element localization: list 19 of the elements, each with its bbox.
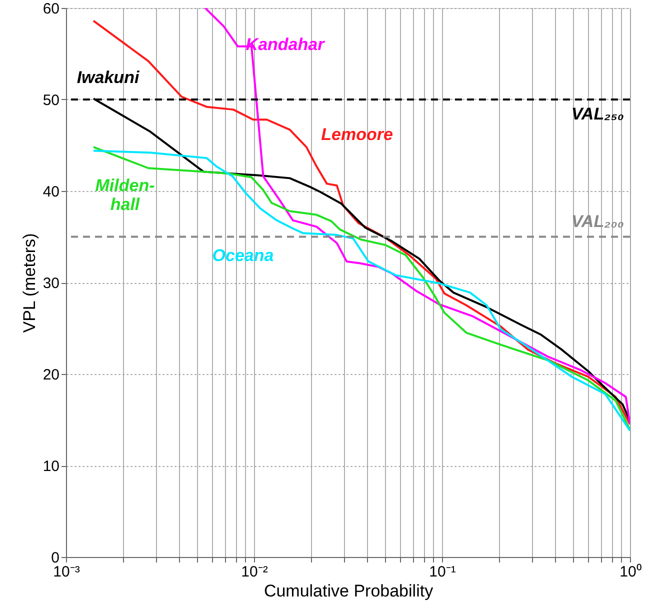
y-tick-label: 30 — [42, 275, 60, 292]
ref-line-label: VAL₂₅₀ — [571, 104, 624, 124]
y-tick-label: 0 — [51, 550, 60, 566]
x-axis-title: Cumulative Probability — [264, 582, 434, 600]
y-tick-label: 20 — [42, 366, 60, 384]
y-tick-label: 60 — [42, 0, 60, 18]
series-label: Oceana — [212, 246, 274, 265]
series-label: Milden- hall — [95, 176, 156, 214]
y-tick-label: 50 — [42, 92, 60, 109]
y-axis-title: VPL (meters) — [20, 233, 39, 333]
x-tick-label: 10⁻³ — [53, 564, 80, 580]
series-label: Iwakuni — [76, 68, 140, 87]
series-label: Lemoore — [321, 125, 393, 144]
x-tick-label: 10⁻² — [241, 564, 268, 580]
y-tick-label: 40 — [42, 184, 60, 200]
y-tick-label: 10 — [42, 458, 60, 475]
series-label: Kandahar — [246, 35, 326, 54]
x-tick-label: 10⁰ — [620, 564, 642, 580]
x-tick-label: 10⁻¹ — [429, 564, 456, 580]
